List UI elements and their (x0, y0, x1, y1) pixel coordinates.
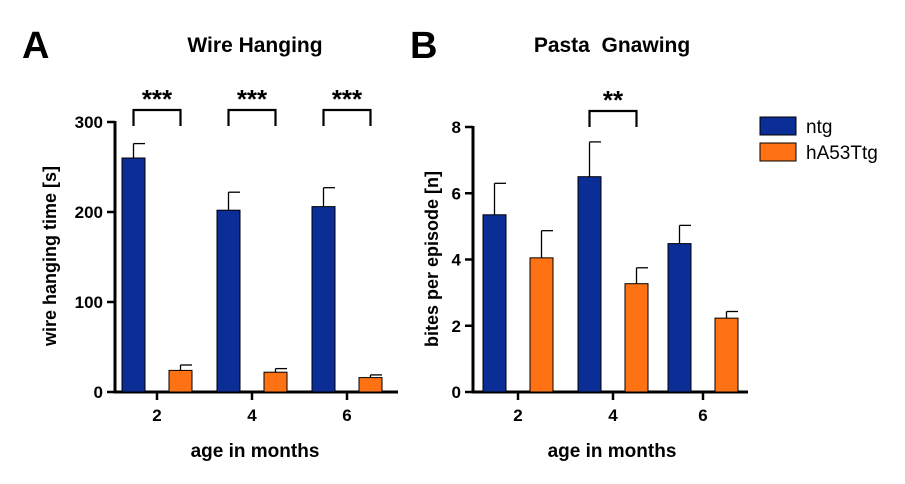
y-tick-label: 6 (452, 184, 461, 203)
bar-ntg-6 (667, 243, 692, 393)
bar-ha53ttg-2 (529, 257, 554, 393)
panel-a-letter: A (22, 25, 49, 67)
bar-ntg-6 (311, 206, 336, 393)
x-tick-label: 6 (698, 406, 707, 425)
significance-label: ** (603, 85, 624, 115)
significance-label: *** (142, 84, 173, 114)
legend-label-ntg: ntg (806, 117, 832, 138)
x-tick-label: 2 (152, 406, 161, 425)
y-tick-label: 0 (452, 383, 461, 402)
legend: ntg hA53Ttg (759, 116, 878, 164)
panel-b-y-label: bites per episode [n] (422, 171, 442, 347)
significance-bracket (132, 108, 182, 126)
y-tick-label: 300 (75, 113, 103, 132)
bar-ntg-2 (482, 214, 507, 393)
y-tick-label: 0 (94, 383, 103, 402)
significance-bracket (322, 108, 372, 126)
bar-ntg-4 (216, 209, 241, 393)
x-tick-label: 2 (513, 406, 522, 425)
panel-a-x-label: age in months (191, 441, 320, 462)
panel-a: A Wire Hanging wire hanging time [s] age… (22, 25, 398, 462)
significance-label: *** (237, 84, 268, 114)
significance-bracket (227, 108, 277, 126)
y-tick-label: 4 (452, 251, 462, 270)
significance-bracket (588, 109, 638, 127)
bar-ha53ttg-4 (624, 283, 649, 393)
significance-label: *** (332, 84, 363, 114)
legend-swatch-ntg (759, 116, 797, 136)
bar-ha53ttg-2 (168, 369, 193, 393)
y-tick-label: 2 (452, 317, 461, 336)
panel-b-title: Pasta Gnawing (534, 34, 690, 57)
panel-a-plot: 0 100 200 300 2 4 6 *** *** *** (75, 84, 398, 425)
legend-swatch-ha53ttg (759, 142, 797, 162)
x-tick-label: 4 (608, 406, 618, 425)
bar-ha53ttg-6 (714, 317, 739, 393)
bar-ntg-2 (121, 157, 146, 393)
x-tick-label: 6 (342, 406, 351, 425)
bar-ntg-4 (577, 176, 602, 393)
legend-label-ha53ttg: hA53Ttg (806, 143, 878, 164)
panel-a-title: Wire Hanging (187, 34, 322, 57)
x-tick-label: 4 (247, 406, 257, 425)
panel-b-x-label: age in months (548, 441, 677, 462)
panel-a-y-label: wire hanging time [s] (40, 166, 60, 347)
panel-b-plot: 0 2 4 6 8 2 4 6 ** (452, 85, 748, 425)
bar-ha53ttg-6 (358, 377, 383, 393)
y-tick-label: 8 (452, 118, 461, 137)
panel-b-letter: B (410, 25, 437, 67)
bar-ha53ttg-4 (263, 371, 288, 393)
y-tick-label: 100 (75, 293, 103, 312)
panel-b: B Pasta Gnawing bites per episode [n] ag… (410, 25, 748, 462)
y-tick-label: 200 (75, 203, 103, 222)
